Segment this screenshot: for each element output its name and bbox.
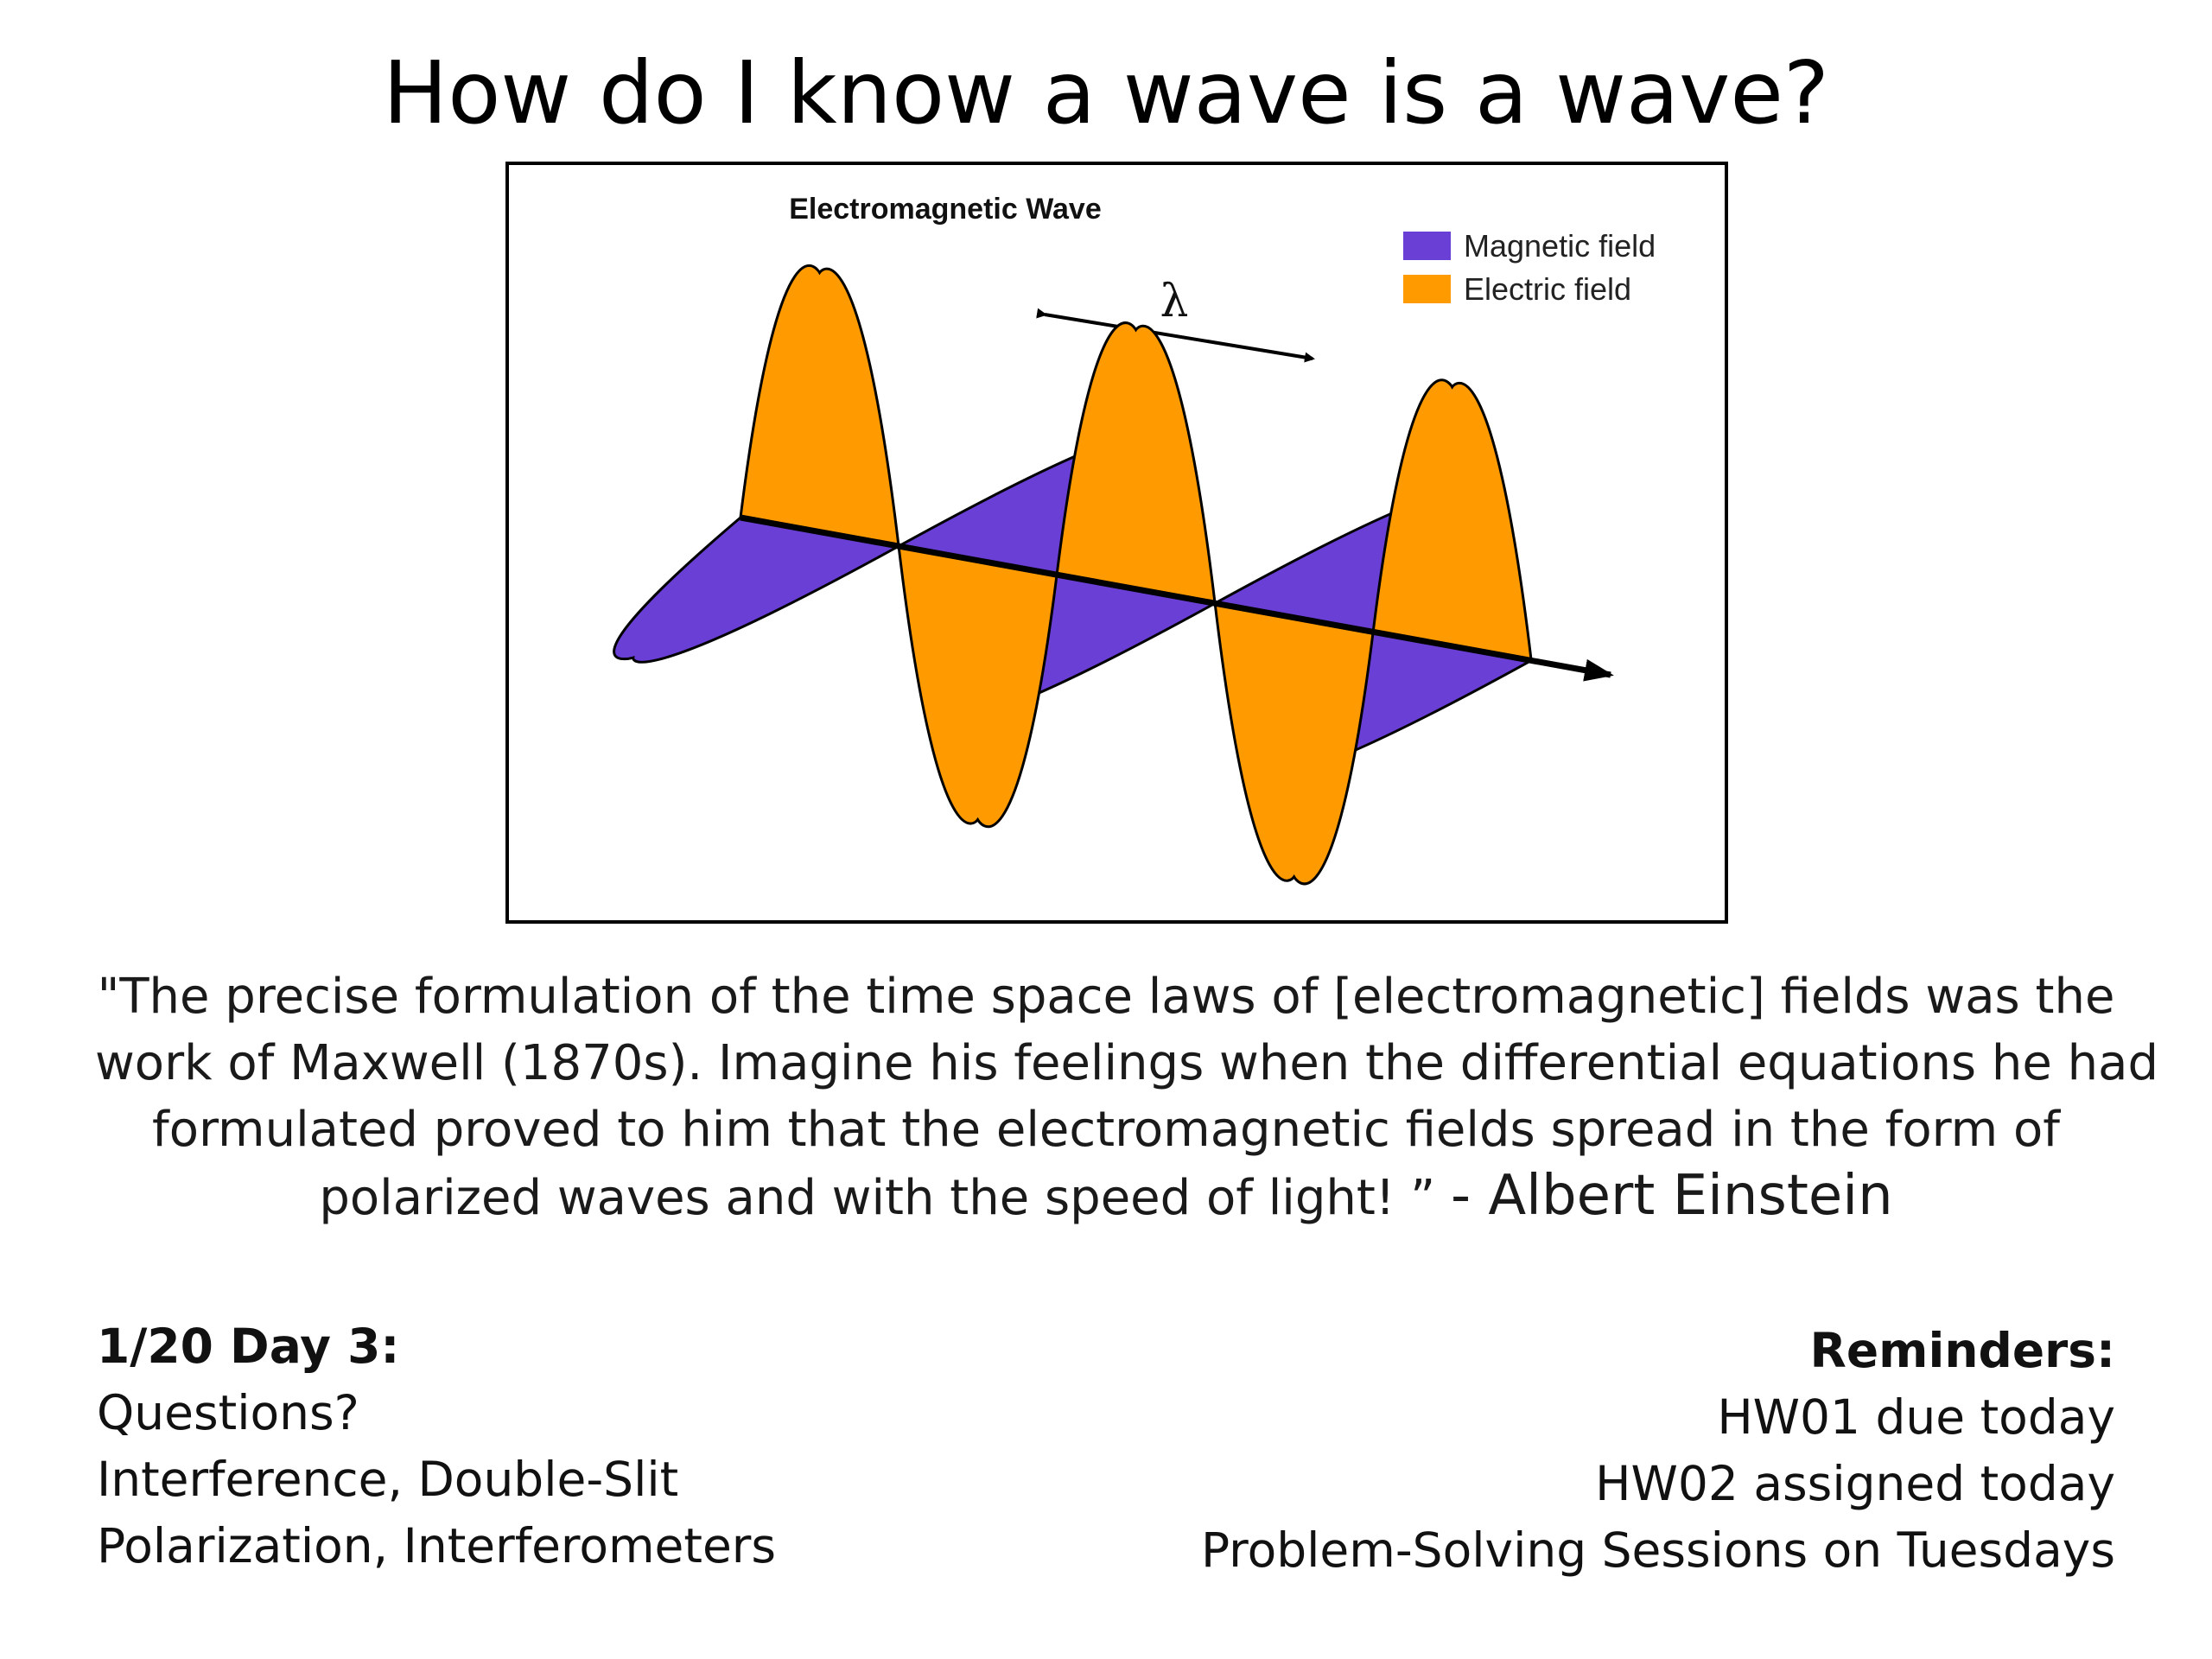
- propagation-axis-arrow: [740, 514, 1614, 682]
- magnetic-lobe: [613, 516, 903, 664]
- legend-label-electric: Electric field: [1464, 271, 1631, 307]
- em-wave-figure: Electromagnetic Wave Magnetic field Elec…: [505, 162, 1728, 924]
- agenda-block: 1/20 Day 3: Questions? Interference, Dou…: [97, 1313, 776, 1580]
- reminder-item: HW02 assigned today: [1595, 1456, 2115, 1511]
- legend-label-magnetic: Magnetic field: [1464, 228, 1656, 264]
- electric-lobe: [1371, 378, 1533, 663]
- reminders-heading: Reminders:: [1809, 1323, 2116, 1378]
- quote-author: - Albert Einstein: [1450, 1164, 1893, 1228]
- em-wave-diagram: Electromagnetic Wave Magnetic field Elec…: [613, 193, 1656, 886]
- wavelength-arrow: [1036, 308, 1315, 363]
- electric-lobe: [1213, 601, 1375, 886]
- reminders-block: Reminders: HW01 due today HW02 assigned …: [1201, 1318, 2115, 1584]
- agenda-item: Polarization, Interferometers: [97, 1518, 777, 1573]
- quote-line-4-text: polarized waves and with the speed of li…: [319, 1170, 1436, 1226]
- reminder-item: HW01 due today: [1717, 1389, 2115, 1445]
- quote-line-1: "The precise formulation of the time spa…: [97, 969, 2115, 1025]
- electric-lobe: [739, 264, 900, 548]
- figure-title: Electromagnetic Wave: [789, 193, 1102, 226]
- wavelength-label: λ: [1160, 276, 1189, 327]
- quote-line-2: work of Maxwell (1870s). Imagine his fee…: [95, 1035, 2159, 1091]
- electric-lobe: [897, 544, 1058, 829]
- legend-swatch-electric: [1403, 275, 1451, 303]
- agenda-item: Questions?: [97, 1385, 359, 1440]
- quote-line-4: polarized waves and with the speed of li…: [95, 1163, 2117, 1231]
- reminder-item: Problem-Solving Sessions on Tuesdays: [1200, 1522, 2115, 1578]
- legend-swatch-magnetic: [1403, 232, 1451, 260]
- einstein-quote: "The precise formulation of the time spa…: [95, 963, 2159, 1231]
- quote-line-3: formulated proved to him that the electr…: [152, 1102, 2060, 1158]
- agenda-item: Interference, Double-Slit: [97, 1452, 679, 1507]
- electric-field-lobes: [739, 264, 1533, 886]
- electric-lobe: [1055, 321, 1217, 606]
- agenda-heading: 1/20 Day 3:: [97, 1319, 400, 1374]
- slide-title: How do I know a wave is a wave?: [383, 42, 1829, 143]
